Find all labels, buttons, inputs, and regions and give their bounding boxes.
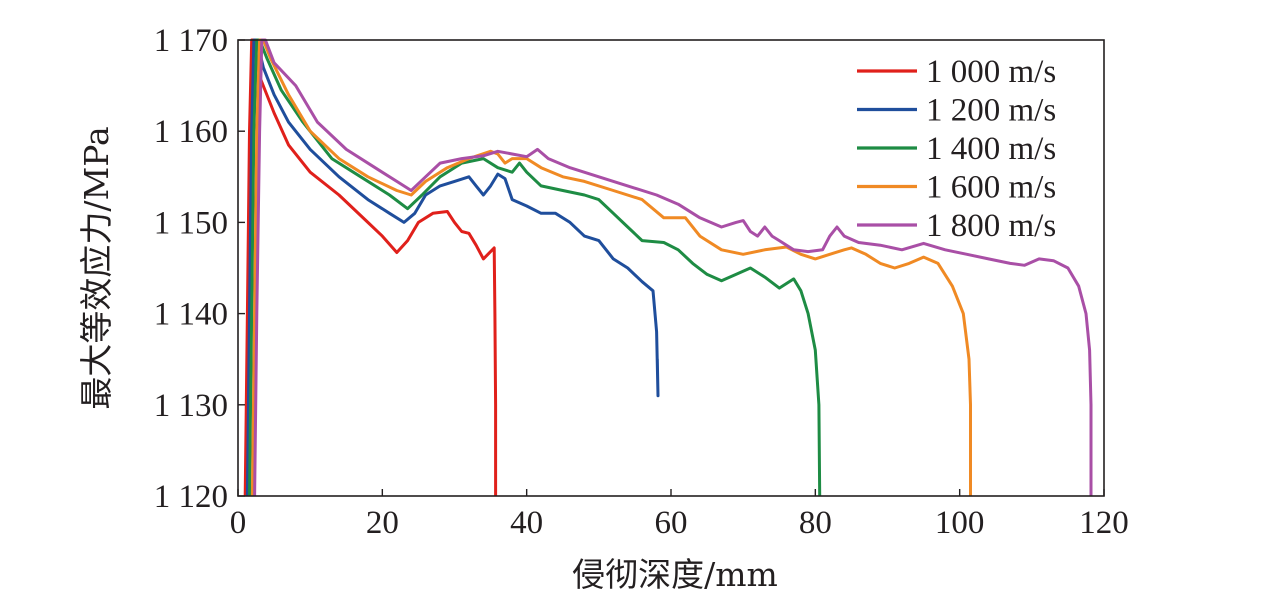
axis-ticks: 0 20 40 60 80 100 120 1 120 1 130 1 140 1 150 1 160… (154, 23, 1129, 541)
x-tick-label: 20 (366, 505, 399, 541)
y-tick-label: 1 150 (154, 205, 228, 241)
legend-label: 1 400 m/s (926, 131, 1056, 167)
x-axis-label: 侵彻深度/mm (572, 555, 778, 594)
legend-label: 1 600 m/s (926, 170, 1056, 206)
y-tick-label: 1 160 (154, 114, 228, 150)
x-tick-label: 40 (510, 505, 543, 541)
legend-label: 1 200 m/s (926, 93, 1056, 129)
series-line (248, 38, 822, 496)
x-tick-label: 80 (799, 505, 832, 541)
y-tick-label: 1 130 (154, 388, 228, 424)
x-tick-label: 0 (230, 505, 247, 541)
legend-label: 1 800 m/s (926, 208, 1056, 244)
legend-label: 1 000 m/s (926, 54, 1056, 90)
x-tick-label: 100 (935, 505, 985, 541)
legend: 1 000 m/s1 200 m/s1 400 m/s1 600 m/s1 80… (857, 54, 1056, 244)
x-tick-label: 120 (1079, 505, 1129, 541)
plot-lines (243, 38, 1093, 496)
y-tick-label: 1 170 (154, 23, 228, 59)
y-axis-label: 最大等效应力/MPa (77, 126, 116, 409)
series-line (245, 38, 660, 496)
series-line (250, 38, 972, 496)
x-tick-label: 60 (655, 505, 688, 541)
y-tick-label: 1 120 (154, 479, 228, 515)
series-line (253, 38, 1093, 496)
y-tick-label: 1 140 (154, 297, 228, 333)
